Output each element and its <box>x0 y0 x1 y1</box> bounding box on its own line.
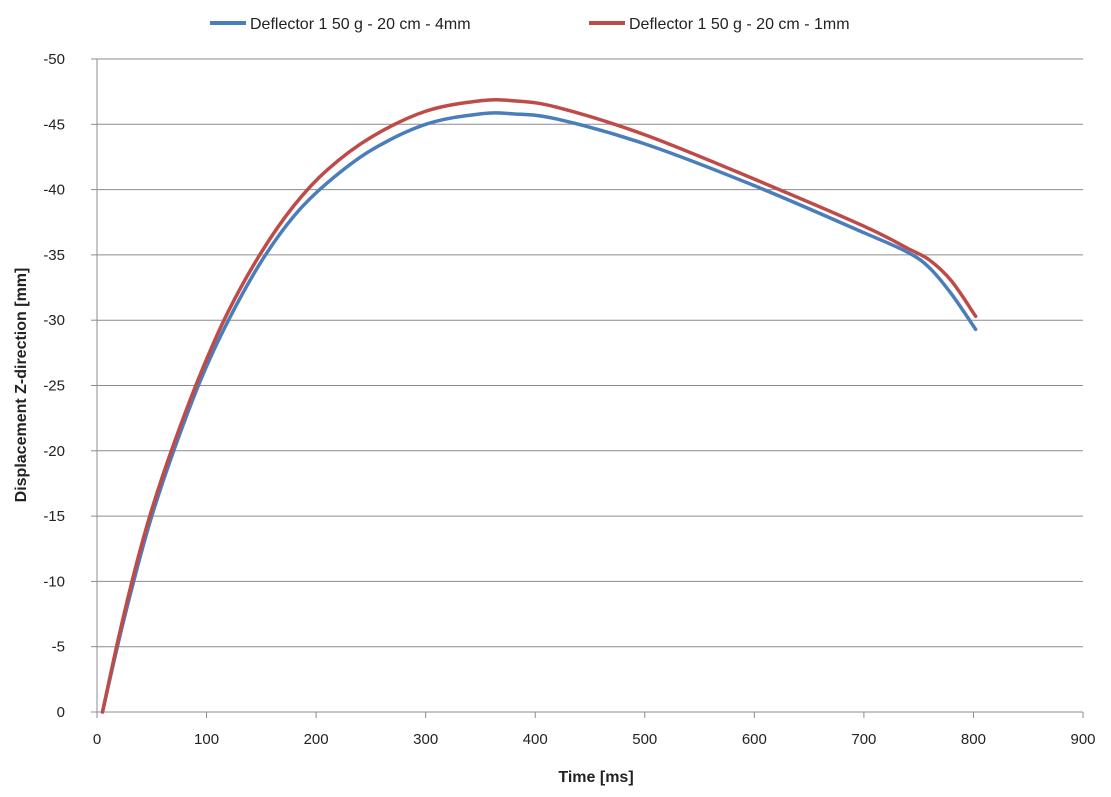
x-tick-label: 900 <box>1070 731 1095 748</box>
axes: 0 -5 -10 -15 -20 -25 -30 -35 -40 -45 -50 0 100 200 300… <box>43 51 1095 748</box>
x-tick-label: 300 <box>413 731 438 748</box>
y-tick-label: -10 <box>43 573 65 590</box>
series-line-1 <box>102 113 975 712</box>
y-tick-label: -20 <box>43 443 65 460</box>
series-line-2 <box>102 100 975 712</box>
y-tick-label: -35 <box>43 247 65 264</box>
x-tick-label: 500 <box>632 731 657 748</box>
y-tick-label: 0 <box>57 704 65 721</box>
x-tick-label: 100 <box>194 731 219 748</box>
y-tick-label: -15 <box>43 508 65 525</box>
y-tick-label: -5 <box>52 639 65 656</box>
legend: Deflector 1 50 g - 20 cm - 4mm Deflector … <box>210 16 850 33</box>
y-axis-title: Displacement Z-direction [mm] <box>13 268 30 503</box>
y-tick-label: -40 <box>43 182 65 199</box>
legend-label-2: Deflector 1 50 g - 20 cm - 1mm <box>629 16 850 33</box>
y-tick-label: -50 <box>43 51 65 68</box>
gridlines <box>97 59 1083 647</box>
y-tick-label: -45 <box>43 116 65 133</box>
x-axis-title: Time [ms] <box>558 769 633 786</box>
x-tick-label: 600 <box>742 731 767 748</box>
x-tick-label: 800 <box>961 731 986 748</box>
x-tick-label: 700 <box>851 731 876 748</box>
y-tick-label: -25 <box>43 378 65 395</box>
x-tick-label: 400 <box>523 731 548 748</box>
x-tick-label: 0 <box>93 731 101 748</box>
x-tick-label: 200 <box>304 731 329 748</box>
y-tick-label: -30 <box>43 312 65 329</box>
series-lines <box>102 100 975 712</box>
legend-label-1: Deflector 1 50 g - 20 cm - 4mm <box>250 16 471 33</box>
